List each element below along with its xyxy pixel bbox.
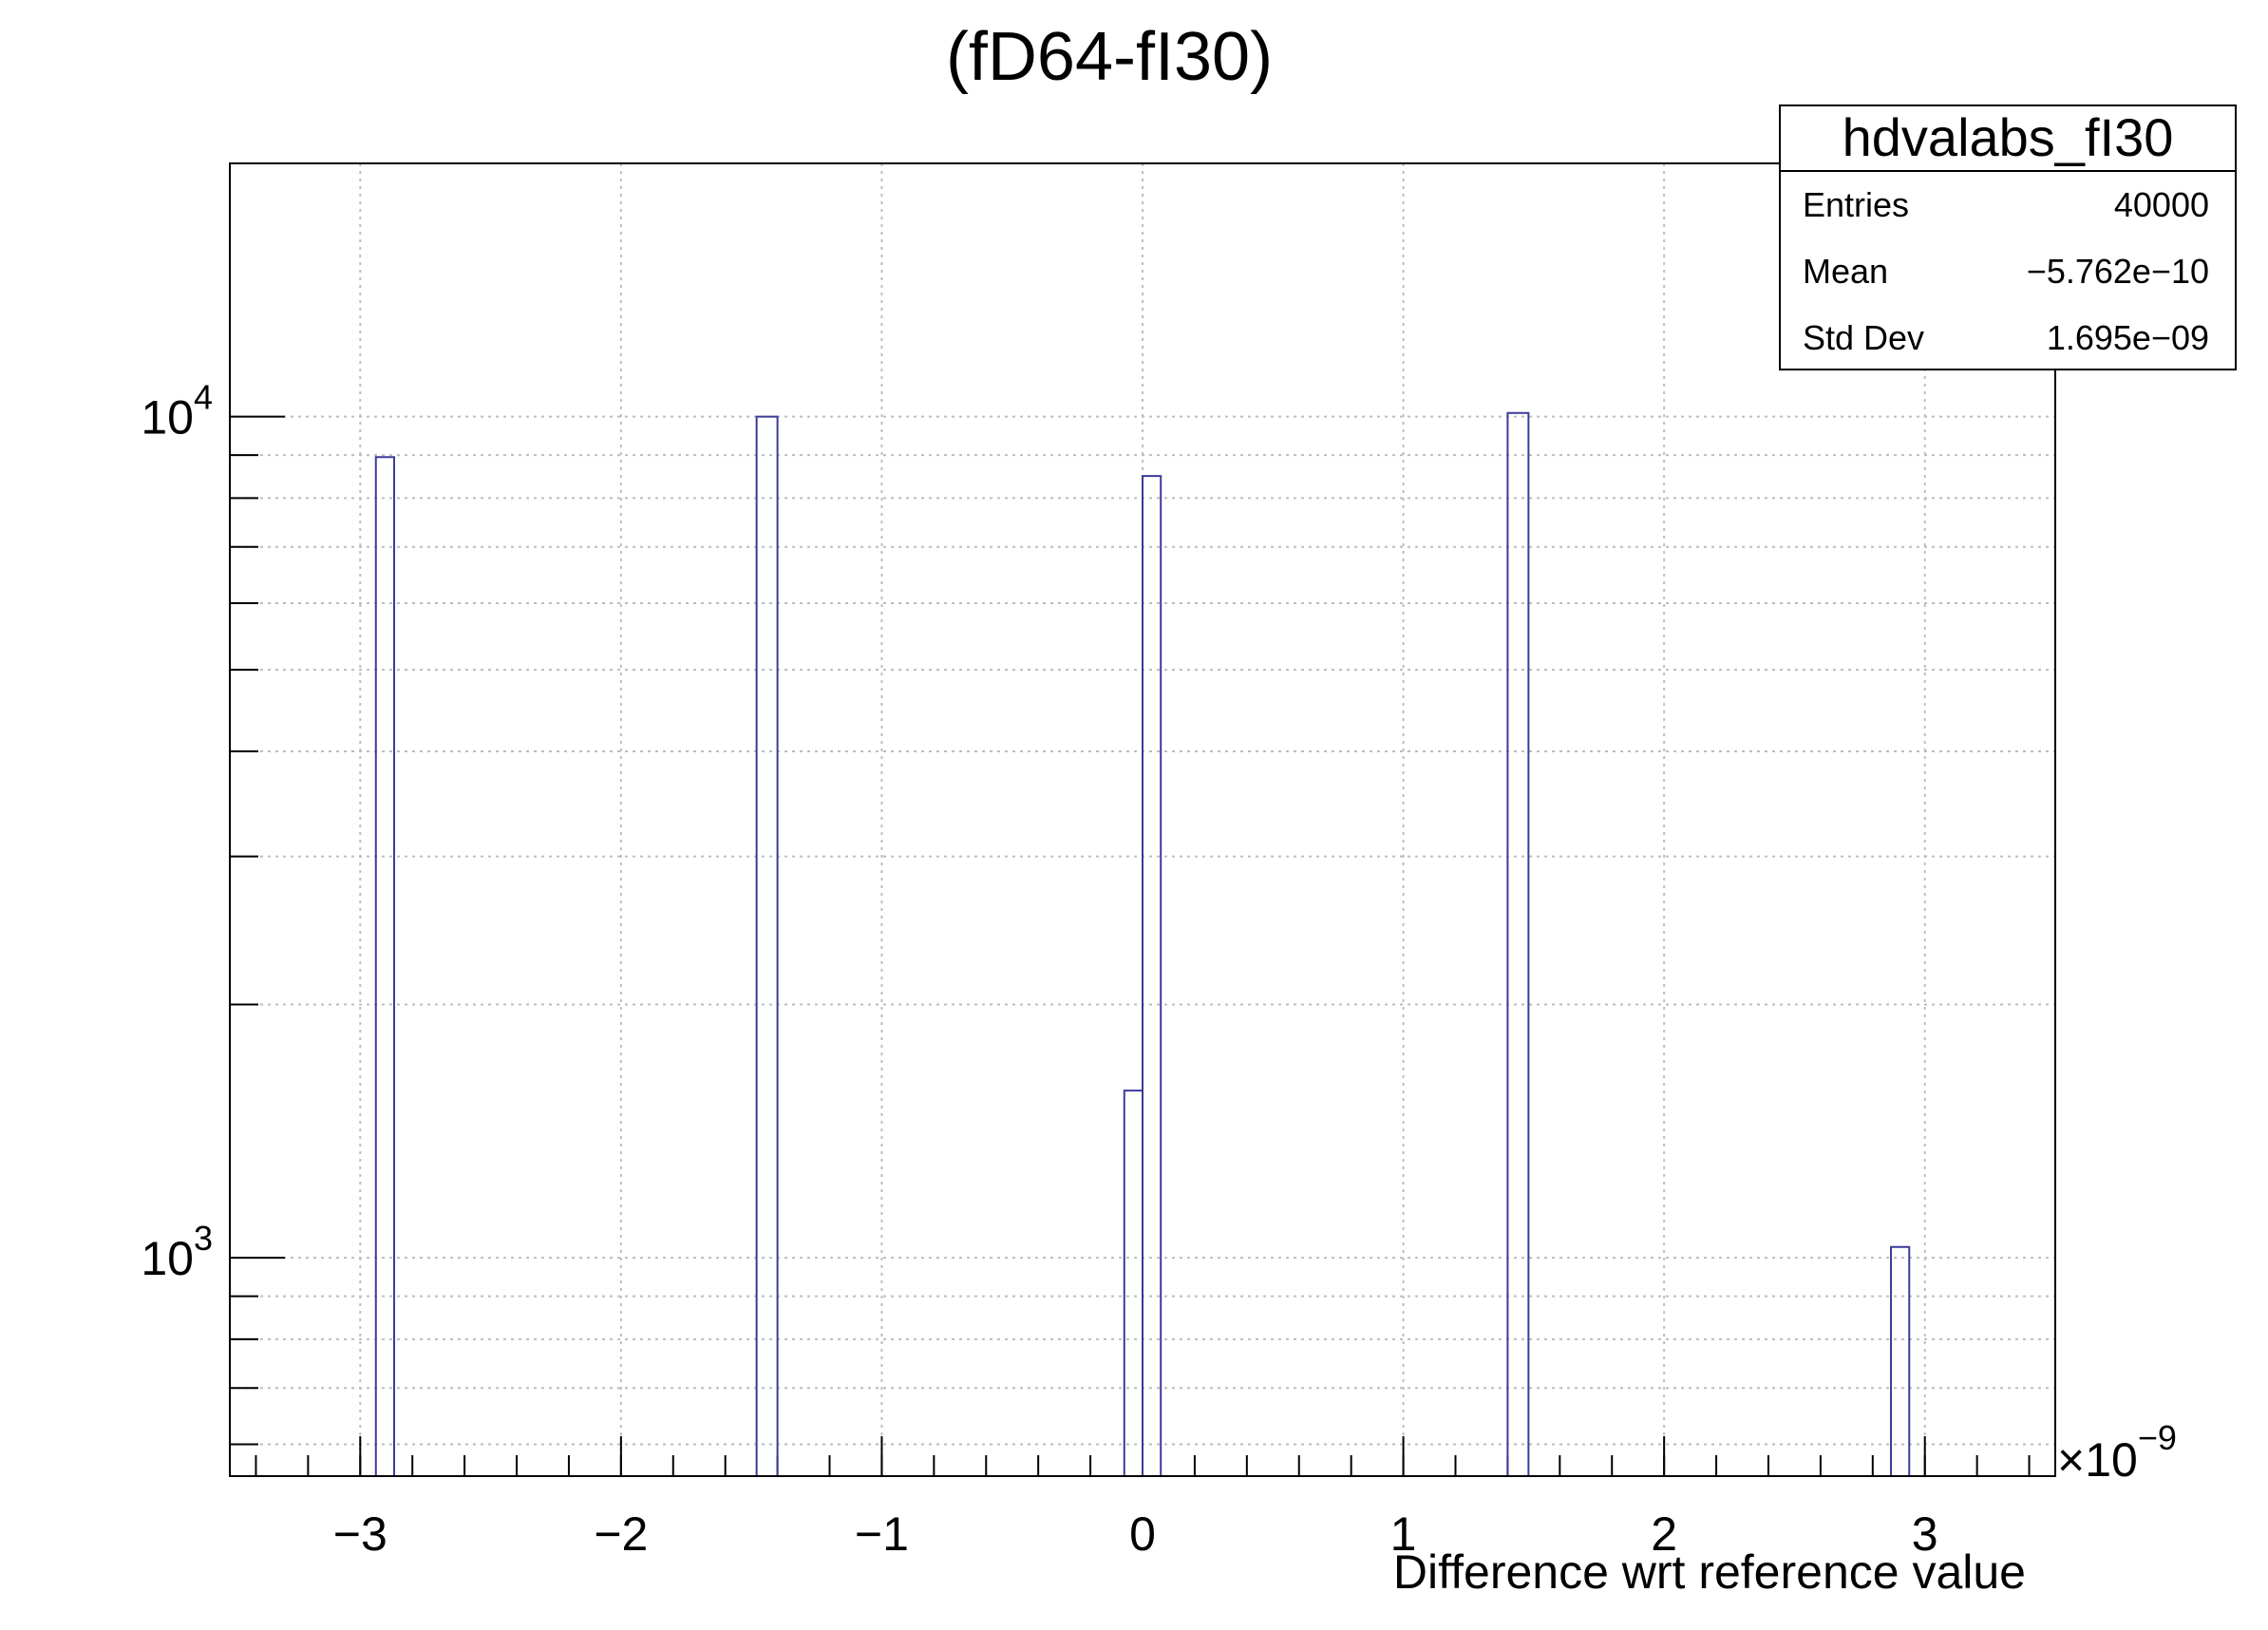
y-tick-label: 104 (141, 378, 213, 445)
stats-value-entries: 40000 (2114, 185, 2209, 224)
x-multiplier-base: ×10 (2057, 1433, 2138, 1487)
x-tick-label: 1 (1390, 1507, 1417, 1561)
stats-value-std-dev: 1.695e−09 (2047, 318, 2209, 357)
x-tick-label: −1 (855, 1507, 909, 1561)
stats-box: hdvalabs_fI30 Entries 40000 Mean −5.762e… (1779, 104, 2237, 370)
stats-label-mean: Mean (1803, 252, 1888, 291)
y-tick-label: 103 (141, 1219, 213, 1285)
y-tick-labels: 103 104 (141, 378, 213, 1286)
x-multiplier-exponent: −9 (2138, 1418, 2177, 1457)
x-tick-label: −2 (594, 1507, 648, 1561)
histogram-bin (755, 415, 779, 1476)
histogram-bin (1506, 411, 1530, 1476)
x-tick-labels: −3 −2 −1 0 1 2 3 (333, 1507, 1938, 1561)
stats-label-entries: Entries (1803, 185, 1909, 224)
histogram-bin (1123, 1090, 1143, 1476)
plot-frame (229, 162, 2056, 1477)
stats-box-frame (1779, 104, 2237, 370)
x-tick-label: 0 (1129, 1507, 1156, 1561)
stats-box-title: hdvalabs_fI30 (1843, 107, 2174, 167)
histogram-bin (1142, 475, 1162, 1476)
histogram-bin (1890, 1245, 1911, 1476)
x-tick-label: 2 (1651, 1507, 1677, 1561)
chart-title: (fD64-fI30) (946, 19, 1273, 95)
stats-value-mean: −5.762e−10 (2027, 252, 2209, 291)
histogram-bins (374, 411, 1911, 1476)
stats-label-std-dev: Std Dev (1803, 318, 1924, 357)
x-tick-label: −3 (333, 1507, 387, 1561)
histogram-bin (374, 456, 395, 1476)
x-multiplier: ×10−9 (2057, 1418, 2177, 1487)
x-tick-label: 3 (1912, 1507, 1938, 1561)
x-axis-title: Difference wrt reference value (1393, 1545, 2026, 1599)
minor-ticks (230, 162, 2031, 1476)
